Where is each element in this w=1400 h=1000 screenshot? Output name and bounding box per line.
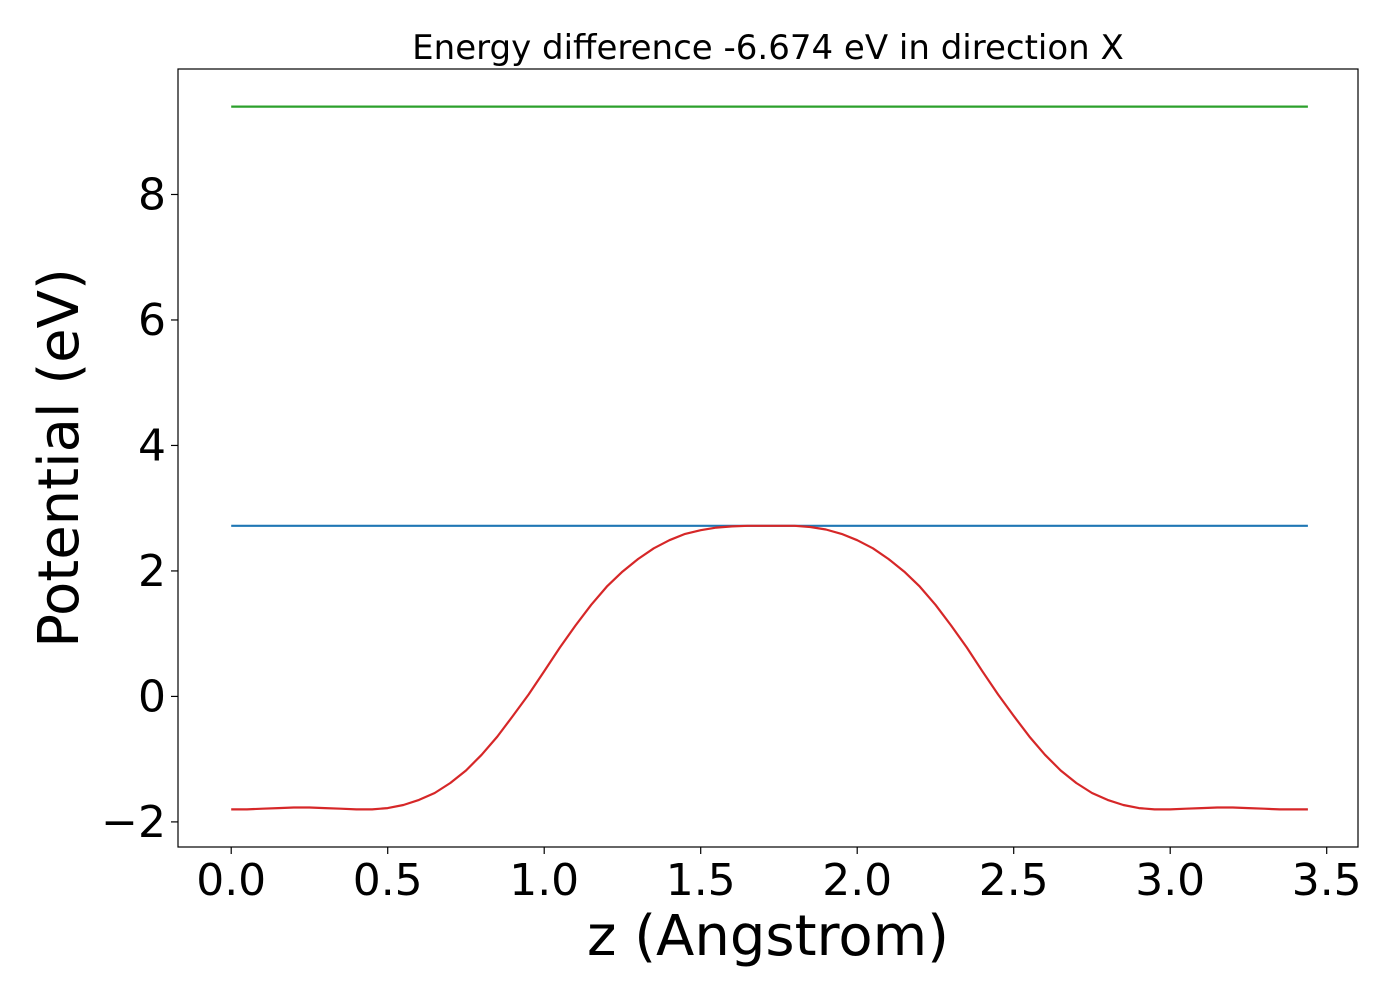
y-tick-label: −2 xyxy=(101,797,166,848)
x-tick-label: 2.5 xyxy=(979,855,1049,906)
y-axis-ticks: −2 0 2 4 6 8 xyxy=(101,169,178,848)
x-tick-label: 1.5 xyxy=(666,855,736,906)
x-axis-label: z (Angstrom) xyxy=(587,904,949,969)
y-tick-label: 8 xyxy=(138,169,166,220)
y-tick-label: 0 xyxy=(138,671,166,722)
series-layer xyxy=(231,105,1308,811)
x-tick-label: 0.5 xyxy=(353,855,423,906)
series-line-2 xyxy=(231,524,1308,811)
x-tick-label: 2.0 xyxy=(822,855,892,906)
plot-area-frame xyxy=(177,68,1359,848)
x-axis-ticks: 0.0 0.5 1.0 1.5 2.0 2.5 3.0 3.5 xyxy=(196,847,1362,906)
x-tick-label: 1.0 xyxy=(509,855,579,906)
x-tick-label: 3.0 xyxy=(1135,855,1205,906)
y-tick-label: 6 xyxy=(138,295,166,346)
chart-title: Energy difference -6.674 eV in direction… xyxy=(412,28,1124,68)
y-axis-label: Potential (eV) xyxy=(27,268,92,648)
y-tick-label: 4 xyxy=(138,420,166,471)
y-tick-label: 2 xyxy=(138,546,166,597)
x-tick-label: 3.5 xyxy=(1292,855,1362,906)
x-tick-label: 0.0 xyxy=(196,855,266,906)
